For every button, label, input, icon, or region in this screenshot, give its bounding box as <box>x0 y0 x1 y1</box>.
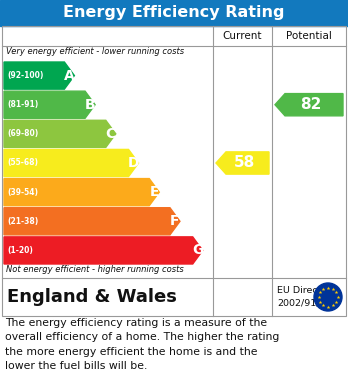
Polygon shape <box>4 62 74 89</box>
Text: C: C <box>106 127 116 141</box>
Text: G: G <box>192 244 204 257</box>
Text: (81-91): (81-91) <box>7 100 38 109</box>
Text: A: A <box>64 68 75 83</box>
Text: (92-100): (92-100) <box>7 71 44 80</box>
Polygon shape <box>4 91 95 118</box>
Polygon shape <box>4 237 203 264</box>
Text: 82: 82 <box>300 97 322 112</box>
Text: Current: Current <box>223 31 262 41</box>
Text: (39-54): (39-54) <box>7 188 38 197</box>
Text: D: D <box>128 156 139 170</box>
Polygon shape <box>4 120 116 147</box>
Text: Potential: Potential <box>286 31 332 41</box>
Text: F: F <box>170 214 180 228</box>
Text: B: B <box>85 98 95 112</box>
Text: (21-38): (21-38) <box>7 217 38 226</box>
Text: Energy Efficiency Rating: Energy Efficiency Rating <box>63 5 285 20</box>
Text: (55-68): (55-68) <box>7 158 38 167</box>
Text: EU Directive
2002/91/EC: EU Directive 2002/91/EC <box>277 286 335 308</box>
Bar <box>0 0 348 26</box>
Text: England & Wales: England & Wales <box>7 288 177 306</box>
Polygon shape <box>4 208 180 235</box>
Text: E: E <box>150 185 159 199</box>
Polygon shape <box>4 179 159 206</box>
Text: Very energy efficient - lower running costs: Very energy efficient - lower running co… <box>6 47 184 56</box>
Polygon shape <box>275 93 343 116</box>
Circle shape <box>314 283 342 311</box>
Text: 58: 58 <box>234 156 255 170</box>
Polygon shape <box>216 152 269 174</box>
Bar <box>2 26 346 316</box>
Text: Not energy efficient - higher running costs: Not energy efficient - higher running co… <box>6 265 184 274</box>
Text: (69-80): (69-80) <box>7 129 38 138</box>
Text: The energy efficiency rating is a measure of the
overall efficiency of a home. T: The energy efficiency rating is a measur… <box>5 318 279 371</box>
Polygon shape <box>4 149 139 177</box>
Text: (1-20): (1-20) <box>7 246 33 255</box>
